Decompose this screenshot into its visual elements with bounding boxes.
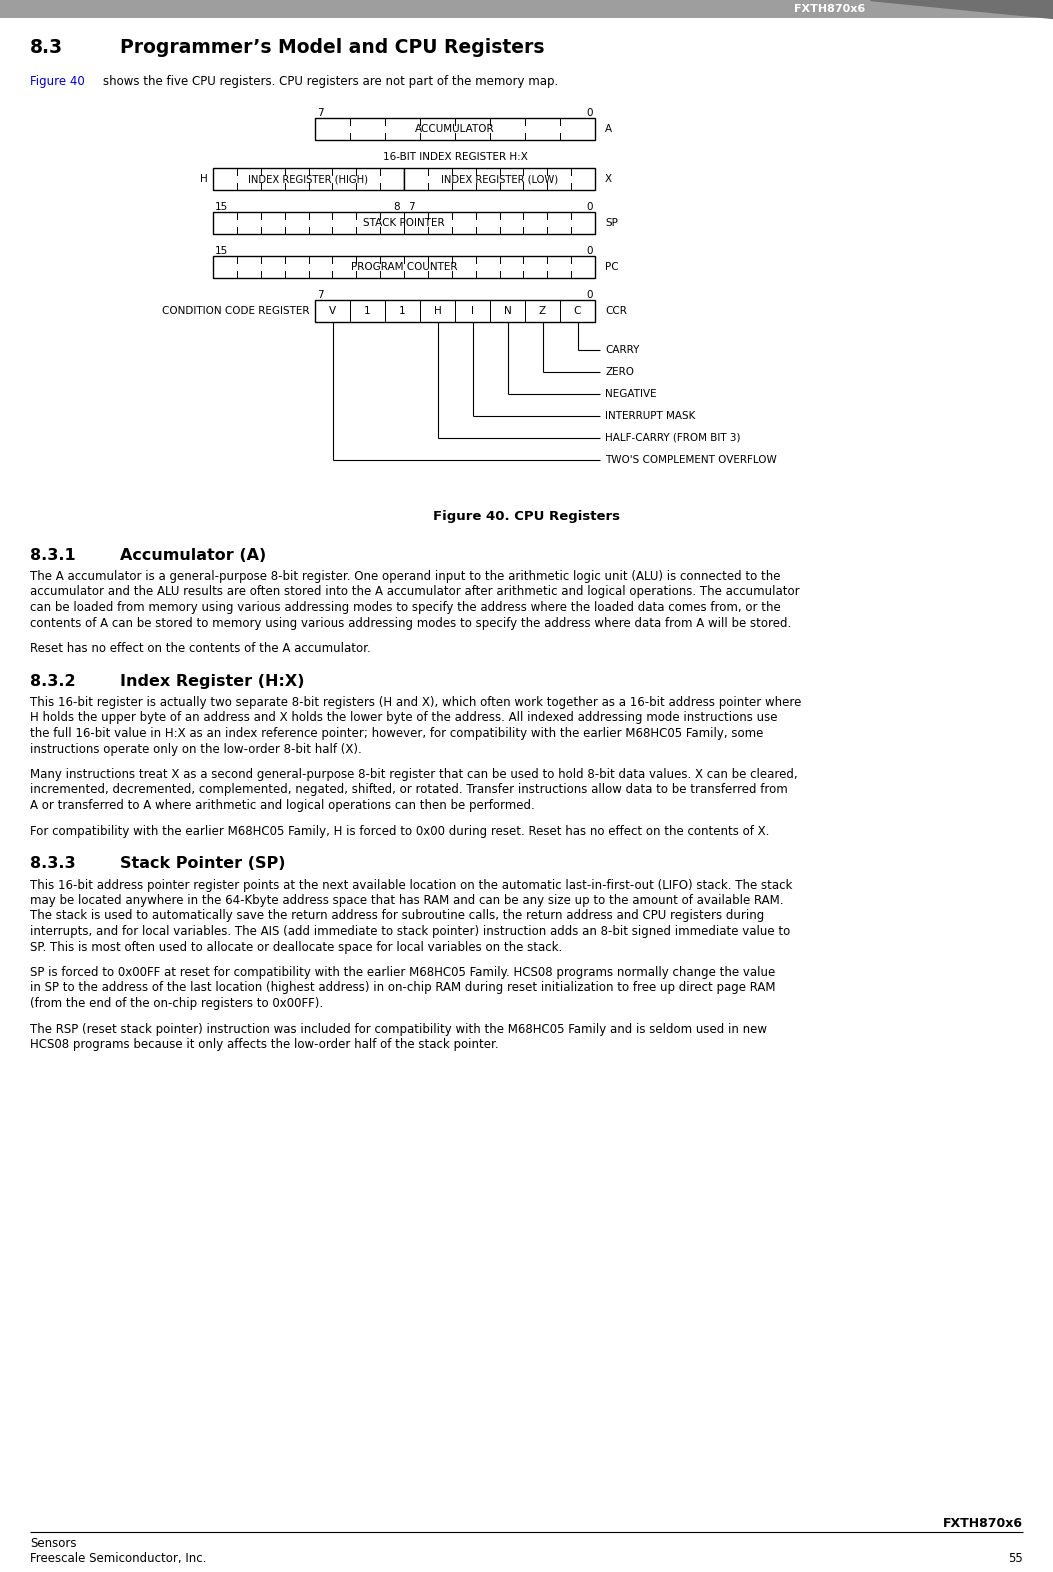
Text: 0: 0 xyxy=(587,245,593,256)
Text: The stack is used to automatically save the return address for subroutine calls,: The stack is used to automatically save … xyxy=(29,910,764,923)
Text: INDEX REGISTER (LOW): INDEX REGISTER (LOW) xyxy=(441,174,558,184)
Text: ACCUMULATOR: ACCUMULATOR xyxy=(415,124,495,134)
Text: 0: 0 xyxy=(587,289,593,300)
Text: FXTH870x6: FXTH870x6 xyxy=(794,5,865,14)
Text: INDEX REGISTER (HIGH): INDEX REGISTER (HIGH) xyxy=(249,174,369,184)
Text: in SP to the address of the last location (highest address) in on-chip RAM durin: in SP to the address of the last locatio… xyxy=(29,981,775,995)
Text: 8: 8 xyxy=(394,201,400,212)
Text: Stack Pointer (SP): Stack Pointer (SP) xyxy=(120,857,285,871)
Text: 55: 55 xyxy=(1009,1552,1024,1566)
Text: The RSP (reset stack pointer) instruction was included for compatibility with th: The RSP (reset stack pointer) instructio… xyxy=(29,1022,767,1036)
Text: PC: PC xyxy=(605,263,618,272)
Text: STACK POINTER: STACK POINTER xyxy=(363,219,444,228)
Text: 8.3: 8.3 xyxy=(29,38,63,57)
Text: FXTH870x6: FXTH870x6 xyxy=(943,1517,1024,1530)
Text: Accumulator (A): Accumulator (A) xyxy=(120,549,266,563)
Text: X: X xyxy=(605,174,612,184)
Text: Figure 40. CPU Registers: Figure 40. CPU Registers xyxy=(433,509,620,523)
Text: H: H xyxy=(200,174,208,184)
Bar xyxy=(315,300,595,322)
Bar xyxy=(404,168,595,190)
Text: (from the end of the on-chip registers to 0x00FF).: (from the end of the on-chip registers t… xyxy=(29,997,323,1009)
Text: 8.3.1: 8.3.1 xyxy=(29,549,76,563)
Text: Many instructions treat X as a second general-purpose 8-bit register that can be: Many instructions treat X as a second ge… xyxy=(29,769,797,781)
Text: A: A xyxy=(605,124,612,134)
Text: instructions operate only on the low-order 8-bit half (X).: instructions operate only on the low-ord… xyxy=(29,742,362,756)
Text: Reset has no effect on the contents of the A accumulator.: Reset has no effect on the contents of t… xyxy=(29,641,371,656)
Text: interrupts, and for local variables. The AIS (add immediate to stack pointer) in: interrupts, and for local variables. The… xyxy=(29,924,790,938)
Bar xyxy=(0,0,1053,17)
Text: the full 16-bit value in H:X as an index reference pointer; however, for compati: the full 16-bit value in H:X as an index… xyxy=(29,726,763,740)
Text: H: H xyxy=(434,307,441,316)
Text: I: I xyxy=(471,307,474,316)
Text: SP. This is most often used to allocate or deallocate space for local variables : SP. This is most often used to allocate … xyxy=(29,940,562,954)
Text: H holds the upper byte of an address and X holds the lower byte of the address. : H holds the upper byte of an address and… xyxy=(29,712,777,725)
Text: contents of A can be stored to memory using various addressing modes to specify : contents of A can be stored to memory us… xyxy=(29,616,791,629)
Text: This 16-bit register is actually two separate 8-bit registers (H and X), which o: This 16-bit register is actually two sep… xyxy=(29,696,801,709)
Text: Freescale Semiconductor, Inc.: Freescale Semiconductor, Inc. xyxy=(29,1552,206,1566)
Text: Z: Z xyxy=(539,307,547,316)
Text: NEGATIVE: NEGATIVE xyxy=(605,388,657,399)
Text: SP is forced to 0x00FF at reset for compatibility with the earlier M68HC05 Famil: SP is forced to 0x00FF at reset for comp… xyxy=(29,967,775,979)
Text: Programmer’s Model and CPU Registers: Programmer’s Model and CPU Registers xyxy=(120,38,544,57)
Text: 1: 1 xyxy=(399,307,405,316)
Text: HCS08 programs because it only affects the low-order half of the stack pointer.: HCS08 programs because it only affects t… xyxy=(29,1038,499,1052)
Text: ZERO: ZERO xyxy=(605,366,634,377)
Text: C: C xyxy=(574,307,581,316)
Text: may be located anywhere in the 64-Kbyte address space that has RAM and can be an: may be located anywhere in the 64-Kbyte … xyxy=(29,894,783,907)
Text: SP: SP xyxy=(605,219,618,228)
Text: 15: 15 xyxy=(215,245,229,256)
Text: CCR: CCR xyxy=(605,307,627,316)
Text: The A accumulator is a general-purpose 8-bit register. One operand input to the : The A accumulator is a general-purpose 8… xyxy=(29,571,780,583)
Text: A or transferred to A where arithmetic and logical operations can then be perfor: A or transferred to A where arithmetic a… xyxy=(29,799,535,813)
Bar xyxy=(315,118,595,140)
Text: 16-BIT INDEX REGISTER H:X: 16-BIT INDEX REGISTER H:X xyxy=(382,152,528,162)
Text: PROGRAM COUNTER: PROGRAM COUNTER xyxy=(351,263,457,272)
Bar xyxy=(213,212,595,234)
Text: TWO'S COMPLEMENT OVERFLOW: TWO'S COMPLEMENT OVERFLOW xyxy=(605,454,777,465)
Bar xyxy=(213,168,404,190)
Text: 7: 7 xyxy=(317,289,323,300)
Text: INTERRUPT MASK: INTERRUPT MASK xyxy=(605,410,695,421)
Text: V: V xyxy=(329,307,336,316)
Text: 8.3.2: 8.3.2 xyxy=(29,674,76,689)
Text: Figure 40: Figure 40 xyxy=(29,75,84,88)
Text: CONDITION CODE REGISTER: CONDITION CODE REGISTER xyxy=(162,307,310,316)
Text: 0: 0 xyxy=(587,108,593,118)
Text: This 16-bit address pointer register points at the next available location on th: This 16-bit address pointer register poi… xyxy=(29,879,792,891)
Text: incremented, decremented, complemented, negated, shifted, or rotated. Transfer i: incremented, decremented, complemented, … xyxy=(29,783,788,797)
Text: HALF-CARRY (FROM BIT 3): HALF-CARRY (FROM BIT 3) xyxy=(605,432,740,443)
Text: shows the five CPU registers. CPU registers are not part of the memory map.: shows the five CPU registers. CPU regist… xyxy=(103,75,558,88)
Text: 0: 0 xyxy=(587,201,593,212)
Text: can be loaded from memory using various addressing modes to specify the address : can be loaded from memory using various … xyxy=(29,601,780,615)
Text: accumulator and the ALU results are often stored into the A accumulator after ar: accumulator and the ALU results are ofte… xyxy=(29,585,799,599)
Text: Sensors: Sensors xyxy=(29,1537,77,1550)
Text: CARRY: CARRY xyxy=(605,344,639,355)
Polygon shape xyxy=(870,0,1053,17)
Bar xyxy=(213,256,595,278)
Text: 8.3.3: 8.3.3 xyxy=(29,857,76,871)
Text: 7: 7 xyxy=(408,201,415,212)
Text: Index Register (H:X): Index Register (H:X) xyxy=(120,674,304,689)
Text: 1: 1 xyxy=(364,307,371,316)
Text: For compatibility with the earlier M68HC05 Family, H is forced to 0x00 during re: For compatibility with the earlier M68HC… xyxy=(29,824,770,838)
Text: 15: 15 xyxy=(215,201,229,212)
Text: 7: 7 xyxy=(317,108,323,118)
Text: N: N xyxy=(503,307,512,316)
